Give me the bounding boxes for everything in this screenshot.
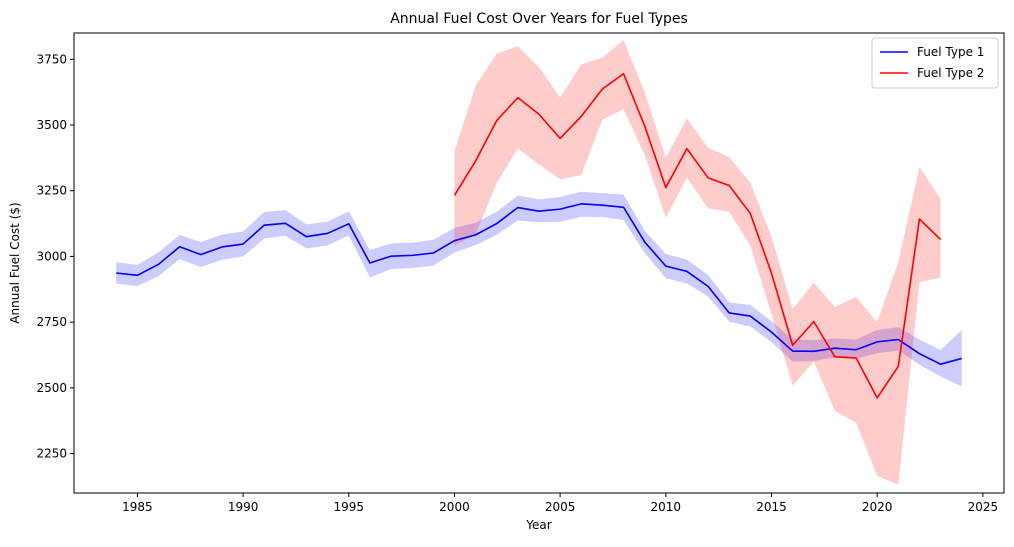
x-tick-label: 2000: [439, 500, 470, 514]
legend-label-fuel-type-1: Fuel Type 1: [917, 45, 984, 59]
x-tick-label: 2010: [651, 500, 682, 514]
y-tick-label: 3750: [36, 52, 67, 66]
x-axis-ticks: 1985 1990 1995 2000 2005 2010 2015 2020 2025: [122, 493, 998, 514]
y-tick-label: 3000: [36, 249, 67, 263]
x-tick-label: 1990: [228, 500, 259, 514]
x-axis-label: Year: [525, 518, 551, 532]
x-tick-label: 2005: [545, 500, 576, 514]
confidence-bands: [116, 40, 962, 485]
confidence-band-fuel-type-1: [116, 191, 962, 387]
plot-frame: [73, 32, 1005, 494]
x-tick-label: 1995: [333, 500, 364, 514]
series-lines: [116, 72, 962, 399]
x-tick-label: 2025: [968, 500, 999, 514]
y-axis-label: Annual Fuel Cost ($): [8, 202, 22, 323]
y-tick-label: 3250: [36, 184, 67, 198]
series-line-fuel-type-1: [116, 203, 962, 366]
x-tick-label: 1985: [122, 500, 153, 514]
legend: Fuel Type 1 Fuel Type 2: [871, 37, 999, 89]
series-line-fuel-type-2: [453, 72, 942, 399]
legend-box: [871, 37, 999, 89]
y-tick-label: 2500: [36, 381, 67, 395]
chart-title: Annual Fuel Cost Over Years for Fuel Typ…: [390, 11, 688, 27]
x-tick-label: 2020: [862, 500, 893, 514]
y-axis-ticks: 2250 2500 2750 3000 3250 3500 3750: [36, 52, 74, 461]
y-tick-label: 2750: [36, 315, 67, 329]
x-tick-label: 2015: [756, 500, 787, 514]
y-tick-label: 2250: [36, 447, 67, 461]
legend-label-fuel-type-2: Fuel Type 2: [917, 66, 984, 80]
y-tick-label: 3500: [36, 118, 67, 132]
confidence-band-fuel-type-2: [454, 40, 941, 485]
